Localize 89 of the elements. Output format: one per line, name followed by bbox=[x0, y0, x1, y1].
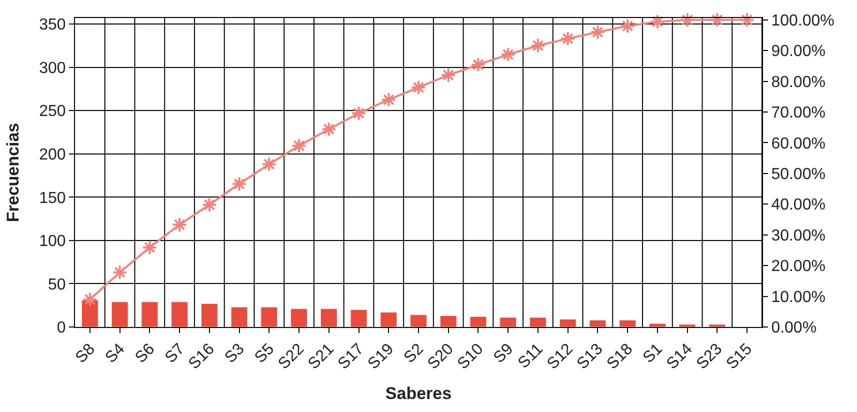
point bbox=[530, 38, 546, 54]
bar bbox=[111, 302, 128, 327]
y-tick-label: 300 bbox=[39, 60, 66, 77]
point bbox=[739, 12, 755, 28]
x-tick-label: S17 bbox=[335, 340, 368, 373]
y-tick-label: 200 bbox=[39, 146, 66, 164]
y-tick-label: 50 bbox=[48, 276, 66, 294]
bar bbox=[141, 302, 158, 327]
bar bbox=[290, 308, 308, 327]
bar bbox=[350, 309, 368, 327]
point bbox=[500, 46, 516, 62]
x-axis-title: Saberes bbox=[385, 384, 452, 404]
bar bbox=[470, 316, 487, 327]
x-tick-label: S16 bbox=[186, 340, 218, 373]
bar bbox=[410, 314, 427, 327]
point bbox=[351, 106, 366, 121]
x-tick-label: S2 bbox=[401, 340, 428, 367]
x-tick-label: S21 bbox=[305, 340, 338, 373]
bar bbox=[589, 320, 606, 327]
x-tick-label: S15 bbox=[723, 340, 756, 373]
point bbox=[410, 80, 426, 96]
bar bbox=[320, 308, 338, 327]
x-tick-label: S18 bbox=[604, 340, 636, 373]
x-tick-label: S11 bbox=[515, 340, 547, 372]
y2-tick-label: 90.00% bbox=[771, 43, 826, 60]
y2-tick-label: 60.00% bbox=[771, 135, 826, 152]
point bbox=[381, 92, 396, 108]
x-tick-label: S12 bbox=[544, 340, 576, 373]
point bbox=[650, 14, 666, 30]
x-tick-label: S7 bbox=[162, 340, 188, 367]
y2-tick-label: 50.00% bbox=[771, 166, 826, 184]
bar bbox=[440, 316, 457, 327]
x-tick-label: S23 bbox=[694, 340, 726, 373]
bar bbox=[81, 300, 98, 327]
bar bbox=[648, 323, 666, 327]
bar bbox=[619, 320, 636, 327]
point bbox=[321, 122, 336, 137]
x-tick-label: S5 bbox=[252, 340, 278, 367]
x-tick-label: S10 bbox=[454, 340, 487, 373]
bar bbox=[380, 312, 398, 327]
y2-tick-label: 10.00% bbox=[771, 288, 826, 306]
y-tick-label: 100 bbox=[39, 233, 66, 250]
x-tick-label: S22 bbox=[275, 340, 308, 373]
y2-tick-label: 30.00% bbox=[771, 227, 826, 244]
y2-tick-label: 0.00% bbox=[771, 320, 817, 337]
bar bbox=[678, 324, 696, 327]
point bbox=[172, 217, 188, 232]
bar bbox=[708, 324, 726, 327]
point bbox=[202, 197, 218, 212]
y2-tick-label: 80.00% bbox=[771, 74, 826, 91]
x-tick-label: S20 bbox=[424, 340, 457, 373]
x-tick-label: S1 bbox=[640, 340, 666, 367]
y2-tick-label: 70.00% bbox=[771, 104, 826, 122]
point bbox=[440, 68, 456, 83]
point bbox=[560, 30, 576, 46]
x-tick-label: S3 bbox=[222, 340, 248, 367]
point bbox=[82, 292, 98, 307]
x-tick-label: S14 bbox=[664, 340, 696, 373]
y-tick-label: 0 bbox=[56, 320, 66, 337]
y-tick-label: 150 bbox=[39, 190, 66, 207]
bar bbox=[260, 306, 278, 327]
bar bbox=[530, 317, 546, 327]
y2-tick-label: 100.00% bbox=[771, 12, 834, 30]
bar bbox=[559, 318, 576, 327]
point bbox=[590, 24, 606, 40]
bar bbox=[230, 306, 248, 327]
x-tick-label: S9 bbox=[490, 340, 517, 367]
x-tick-label: S8 bbox=[72, 340, 98, 367]
point bbox=[142, 240, 158, 256]
y2-tick-label: 20.00% bbox=[771, 258, 826, 276]
y-tick-label: 250 bbox=[39, 103, 66, 120]
point bbox=[291, 138, 307, 154]
y-tick-label: 350 bbox=[39, 16, 66, 34]
point bbox=[112, 264, 128, 280]
x-tick-label: S13 bbox=[574, 340, 606, 373]
bar bbox=[200, 303, 218, 327]
bar bbox=[171, 302, 188, 327]
point bbox=[620, 18, 636, 34]
x-tick-label: S4 bbox=[102, 340, 128, 367]
point bbox=[262, 156, 277, 172]
point bbox=[470, 57, 486, 72]
y2-tick-label: 40.00% bbox=[771, 196, 826, 214]
x-tick-label: S19 bbox=[364, 340, 398, 373]
x-tick-label: S6 bbox=[132, 340, 158, 367]
point bbox=[680, 12, 695, 28]
y-axis-title: Frecuencias bbox=[4, 122, 23, 222]
point bbox=[232, 176, 247, 192]
point bbox=[710, 12, 725, 28]
bar bbox=[500, 317, 517, 327]
